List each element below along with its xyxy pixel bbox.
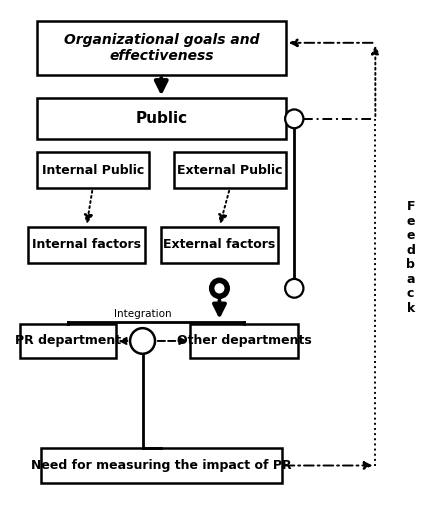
FancyBboxPatch shape (36, 152, 149, 188)
Ellipse shape (214, 283, 224, 294)
FancyBboxPatch shape (28, 227, 145, 263)
Ellipse shape (285, 109, 303, 128)
Text: Internal Public: Internal Public (42, 164, 144, 177)
Text: Other departments: Other departments (177, 334, 312, 348)
FancyBboxPatch shape (20, 324, 116, 357)
Text: Integration: Integration (114, 309, 171, 319)
Text: Public: Public (135, 111, 187, 126)
FancyBboxPatch shape (41, 448, 282, 484)
Text: External factors: External factors (163, 238, 276, 251)
Ellipse shape (130, 328, 155, 354)
FancyBboxPatch shape (190, 324, 298, 357)
FancyBboxPatch shape (174, 152, 286, 188)
Ellipse shape (210, 279, 229, 298)
FancyBboxPatch shape (36, 21, 286, 75)
Text: External Public: External Public (177, 164, 282, 177)
FancyBboxPatch shape (36, 98, 286, 140)
FancyBboxPatch shape (161, 227, 278, 263)
Text: Organizational goals and
effectiveness: Organizational goals and effectiveness (63, 33, 259, 63)
Text: Internal factors: Internal factors (32, 238, 141, 251)
Ellipse shape (285, 279, 303, 298)
Text: F
e
e
d
b
a
c
k: F e e d b a c k (406, 200, 415, 315)
Text: Need for measuring the impact of PR: Need for measuring the impact of PR (31, 459, 291, 472)
Text: PR department: PR department (15, 334, 121, 348)
